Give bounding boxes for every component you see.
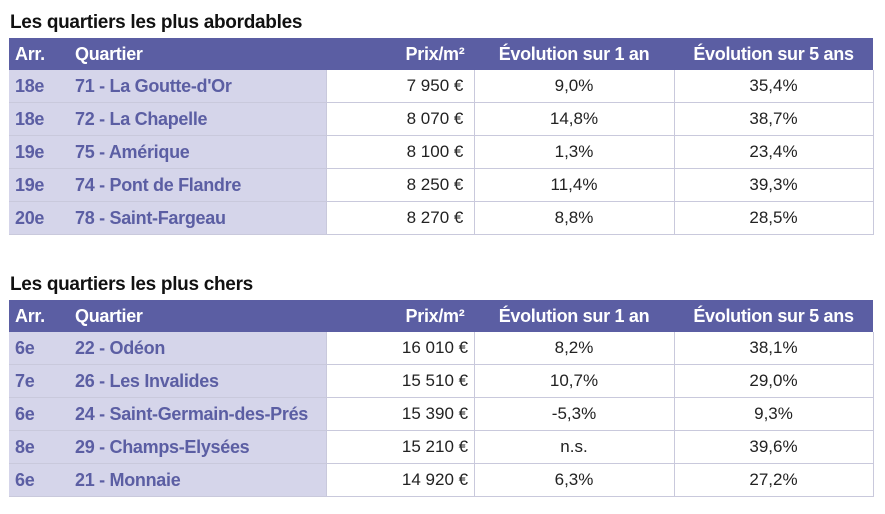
arr-cell: 18e — [9, 70, 75, 103]
table-row: 6e 24 - Saint-Germain-des-Prés 15 390 € … — [9, 397, 874, 431]
header-row: Arr. Quartier Prix/m² Évolution sur 1 an… — [9, 300, 873, 332]
arr-cell: 6e — [9, 463, 75, 497]
table-row: 8e 29 - Champs-Elysées 15 210 € n.s. 39,… — [9, 430, 874, 464]
evolution-5ans-cell: 38,7% — [673, 102, 874, 136]
evolution-1an-cell: 14,8% — [473, 102, 674, 136]
header-row: Arr. Quartier Prix/m² Évolution sur 1 an… — [9, 38, 873, 70]
table-row: 7e 26 - Les Invalides 15 510 € 10,7% 29,… — [9, 364, 874, 398]
expensive-section: Les quartiers les plus chers Arr. Quarti… — [9, 270, 874, 497]
evolution-1an-cell: 6,3% — [473, 463, 674, 497]
section-title: Les quartiers les plus chers — [10, 274, 253, 295]
arr-cell: 8e — [9, 430, 75, 464]
evolution-5ans-cell: 38,1% — [673, 332, 874, 365]
arr-cell: 6e — [9, 332, 75, 365]
evolution-5ans-cell: 39,6% — [673, 430, 874, 464]
evolution-5ans-cell: 27,2% — [673, 463, 874, 497]
column-header-prix: Prix/m² — [326, 38, 474, 70]
prix-cell: 8 100 € — [325, 135, 474, 169]
quartier-cell: 29 - Champs-Elysées — [75, 430, 326, 464]
evolution-1an-cell: 9,0% — [473, 70, 674, 103]
prix-cell: 8 070 € — [325, 102, 474, 136]
column-header-evolution-5ans: Évolution sur 5 ans — [674, 300, 873, 332]
evolution-5ans-cell: 39,3% — [673, 168, 874, 202]
prix-cell: 7 950 € — [325, 70, 474, 103]
affordable-table: Arr. Quartier Prix/m² Évolution sur 1 an… — [9, 38, 874, 235]
quartier-cell: 75 - Amérique — [75, 135, 326, 169]
table-row: 19e 74 - Pont de Flandre 8 250 € 11,4% 3… — [9, 168, 874, 202]
column-header-quartier: Quartier — [75, 38, 326, 70]
column-header-arr: Arr. — [9, 38, 75, 70]
arr-cell: 19e — [9, 135, 75, 169]
evolution-1an-cell: -5,3% — [473, 397, 674, 431]
evolution-1an-cell: 11,4% — [473, 168, 674, 202]
table-row: 6e 21 - Monnaie 14 920 € 6,3% 27,2% — [9, 463, 874, 497]
prix-cell: 15 210 € — [325, 430, 474, 464]
table-row: 18e 71 - La Goutte-d'Or 7 950 € 9,0% 35,… — [9, 70, 874, 103]
prix-cell: 16 010 € — [325, 332, 474, 365]
quartier-cell: 21 - Monnaie — [75, 463, 326, 497]
arr-cell: 20e — [9, 201, 75, 235]
evolution-1an-cell: 8,8% — [473, 201, 674, 235]
prix-cell: 8 250 € — [325, 168, 474, 202]
prix-cell: 14 920 € — [325, 463, 474, 497]
column-header-prix: Prix/m² — [326, 300, 474, 332]
quartier-cell: 24 - Saint-Germain-des-Prés — [75, 397, 326, 431]
quartier-cell: 78 - Saint-Fargeau — [75, 201, 326, 235]
column-header-quartier: Quartier — [75, 300, 326, 332]
quartier-cell: 72 - La Chapelle — [75, 102, 326, 136]
arr-cell: 6e — [9, 397, 75, 431]
evolution-1an-cell: 1,3% — [473, 135, 674, 169]
quartier-cell: 71 - La Goutte-d'Or — [75, 70, 326, 103]
table-row: 19e 75 - Amérique 8 100 € 1,3% 23,4% — [9, 135, 874, 169]
table-row: 20e 78 - Saint-Fargeau 8 270 € 8,8% 28,5… — [9, 201, 874, 235]
column-header-arr: Arr. — [9, 300, 75, 332]
arr-cell: 19e — [9, 168, 75, 202]
evolution-5ans-cell: 28,5% — [673, 201, 874, 235]
expensive-table: Arr. Quartier Prix/m² Évolution sur 1 an… — [9, 300, 874, 497]
evolution-1an-cell: 8,2% — [473, 332, 674, 365]
evolution-5ans-cell: 35,4% — [673, 70, 874, 103]
column-header-evolution-5ans: Évolution sur 5 ans — [674, 38, 873, 70]
affordable-section: Les quartiers les plus abordables Arr. Q… — [9, 8, 874, 235]
table-row: 6e 22 - Odéon 16 010 € 8,2% 38,1% — [9, 332, 874, 365]
prix-cell: 8 270 € — [325, 201, 474, 235]
section-title: Les quartiers les plus abordables — [10, 12, 303, 33]
column-header-evolution-1an: Évolution sur 1 an — [474, 300, 674, 332]
table-row: 18e 72 - La Chapelle 8 070 € 14,8% 38,7% — [9, 102, 874, 136]
prix-cell: 15 390 € — [325, 397, 474, 431]
prix-cell: 15 510 € — [325, 364, 474, 398]
evolution-5ans-cell: 23,4% — [673, 135, 874, 169]
evolution-5ans-cell: 29,0% — [673, 364, 874, 398]
evolution-5ans-cell: 9,3% — [673, 397, 874, 431]
quartier-cell: 74 - Pont de Flandre — [75, 168, 326, 202]
evolution-1an-cell: n.s. — [473, 430, 674, 464]
evolution-1an-cell: 10,7% — [473, 364, 674, 398]
quartier-cell: 26 - Les Invalides — [75, 364, 326, 398]
column-header-evolution-1an: Évolution sur 1 an — [474, 38, 674, 70]
arr-cell: 7e — [9, 364, 75, 398]
quartier-cell: 22 - Odéon — [75, 332, 326, 365]
arr-cell: 18e — [9, 102, 75, 136]
